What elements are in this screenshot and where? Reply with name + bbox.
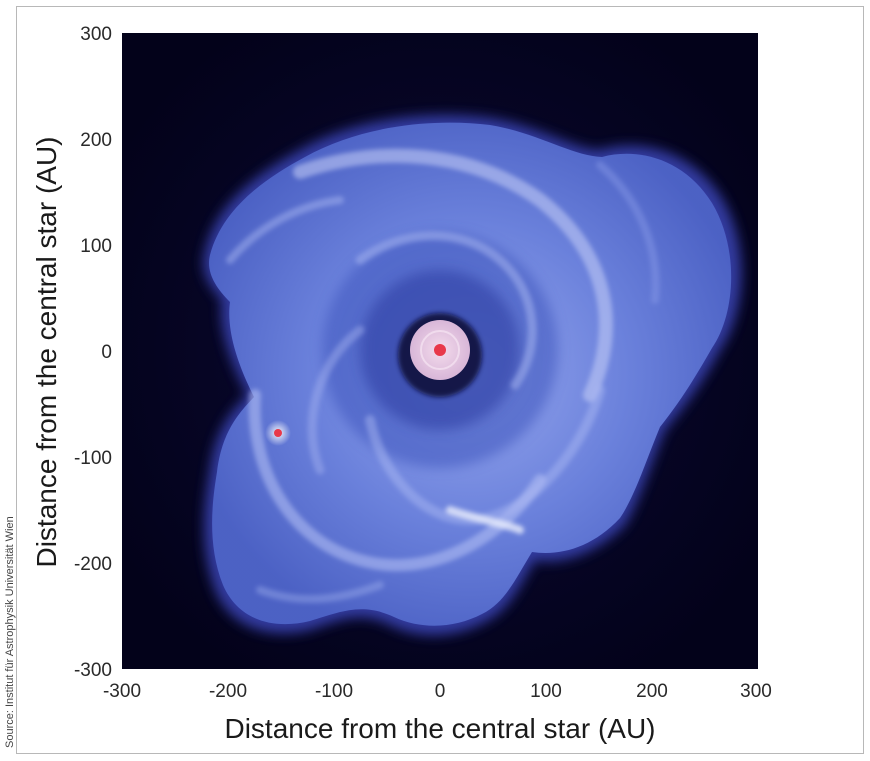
figure-frame xyxy=(16,6,864,754)
x-tick-label: 0 xyxy=(435,681,446,702)
y-tick-label: 100 xyxy=(80,236,112,257)
y-tick-label: -100 xyxy=(74,448,112,469)
y-tick-label: 0 xyxy=(101,342,112,363)
x-tick-label: 100 xyxy=(530,681,562,702)
x-tick-label: 200 xyxy=(636,681,668,702)
gas-disk xyxy=(203,115,742,636)
y-tick-label: -200 xyxy=(74,554,112,575)
y-axis-title: Distance from the central star (AU) xyxy=(31,136,62,567)
central-star-marker xyxy=(434,344,446,356)
x-axis-title: Distance from the central star (AU) xyxy=(224,713,655,744)
x-tick-label: -200 xyxy=(209,681,247,702)
y-tick-label: 200 xyxy=(80,130,112,151)
x-tick-label: 300 xyxy=(740,681,772,702)
y-tick-label: 300 xyxy=(80,24,112,45)
x-tick-label: -300 xyxy=(103,681,141,702)
planetary-clump-marker xyxy=(274,429,282,437)
central-disk-ring xyxy=(420,330,460,370)
y-tick-label: -300 xyxy=(74,660,112,681)
x-tick-label: -100 xyxy=(315,681,353,702)
